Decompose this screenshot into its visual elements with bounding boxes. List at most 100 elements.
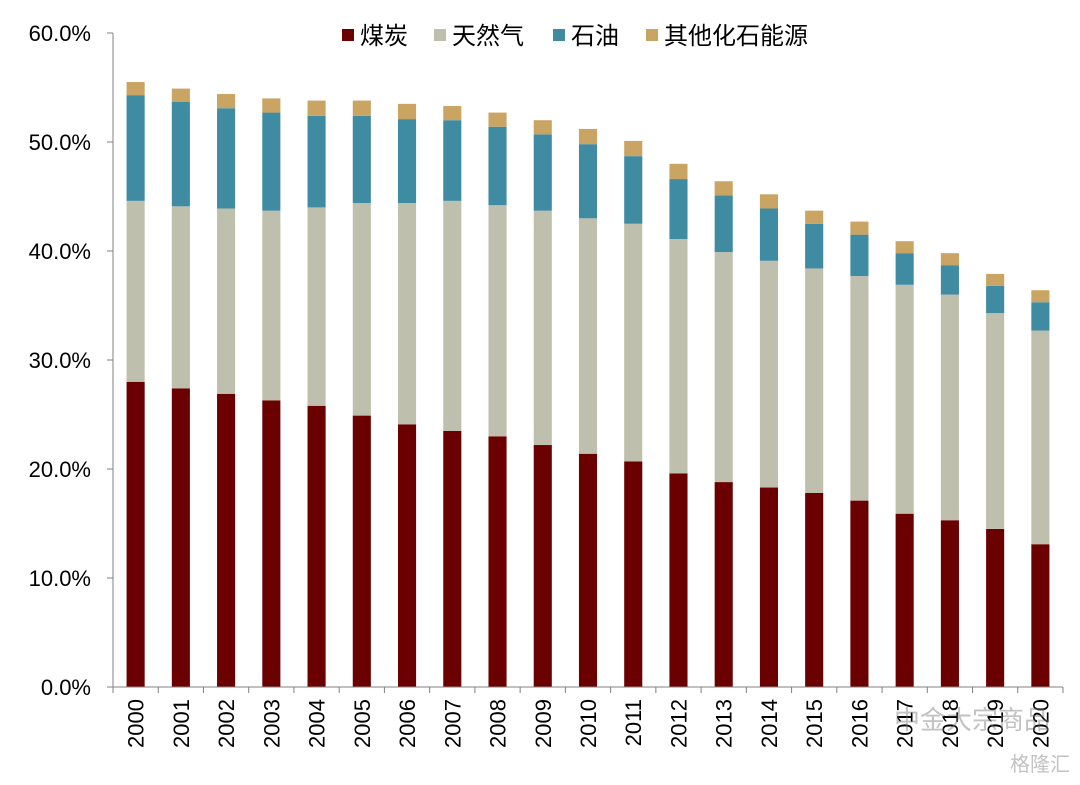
bar-segment xyxy=(714,252,733,483)
bar-segment xyxy=(533,120,552,135)
x-tick-label: 2007 xyxy=(440,699,465,748)
legend-swatch xyxy=(342,29,354,41)
x-tick-label: 2001 xyxy=(169,699,194,748)
x-tick-label: 2020 xyxy=(1028,699,1053,748)
watermark-logo-text: 格隆汇 xyxy=(1010,752,1070,776)
bar-segment xyxy=(126,200,145,382)
bar-segment xyxy=(669,163,688,180)
y-tick-label: 40.0% xyxy=(29,239,91,264)
bar-segment xyxy=(850,234,869,277)
bar-segment xyxy=(443,106,462,121)
bar-segment xyxy=(262,98,281,113)
legend-swatch xyxy=(553,29,565,41)
bar-segment xyxy=(217,94,236,109)
legend-label: 煤炭 xyxy=(360,23,408,50)
bar-segment xyxy=(986,528,1005,687)
bar-segment xyxy=(850,221,869,235)
bar-segment xyxy=(126,82,145,96)
bar-segment xyxy=(624,140,643,157)
bar-segment xyxy=(488,112,507,127)
bar-segment xyxy=(759,487,778,687)
bar-segment xyxy=(624,223,643,462)
bar-segment xyxy=(986,273,1005,286)
x-tick-label: 2019 xyxy=(983,699,1008,748)
bar-segment xyxy=(669,473,688,687)
bar-segment xyxy=(217,108,236,209)
bar-segment xyxy=(1031,302,1050,331)
bar-segment xyxy=(1031,544,1050,687)
x-axis: 2000 2001 2002 2003 2004 2005 2006 2007 2008 2009… xyxy=(112,686,1064,748)
watermark-text: 中金大宗商品 xyxy=(893,706,1050,736)
bars xyxy=(126,82,1050,687)
x-tick-label: 2003 xyxy=(259,699,284,748)
bar-segment xyxy=(352,203,371,416)
bar-segment xyxy=(578,144,598,219)
bar-segment xyxy=(398,119,417,204)
bar-segment xyxy=(714,181,733,196)
legend-label: 天然气 xyxy=(452,23,524,50)
bar-segment xyxy=(986,313,1005,529)
bar-segment xyxy=(171,206,190,389)
x-tick-label: 2016 xyxy=(847,699,872,748)
y-tick-label: 60.0% xyxy=(29,21,91,46)
bar-segment xyxy=(895,253,914,285)
legend-label: 石油 xyxy=(571,23,619,50)
bar-segment xyxy=(533,445,552,687)
bar-segment xyxy=(805,210,824,224)
y-tick-label: 50.0% xyxy=(29,130,91,155)
bar-segment xyxy=(126,381,145,687)
legend-swatch xyxy=(646,29,658,41)
x-tick-label: 2011 xyxy=(621,699,646,746)
bar-segment xyxy=(624,156,643,224)
bar-segment xyxy=(578,128,598,145)
bar-segment xyxy=(307,405,326,687)
bar-segment xyxy=(759,260,778,488)
bar-segment xyxy=(443,430,462,687)
bar-segment xyxy=(533,210,552,446)
bar-segment xyxy=(624,461,643,687)
legend: 煤炭 天然气 石油 其他化石能源 xyxy=(342,23,808,50)
bar-segment xyxy=(759,208,778,261)
bar-segment xyxy=(262,112,281,211)
x-tick-label: 2002 xyxy=(214,699,239,748)
bar-segment xyxy=(352,115,371,204)
bar-segment xyxy=(578,218,598,454)
bar-segment xyxy=(940,294,959,521)
bar-segment xyxy=(895,284,914,514)
x-tick-label: 2006 xyxy=(395,699,420,748)
bar-segment xyxy=(307,115,326,208)
bar-segment xyxy=(850,500,869,687)
legend-label: 其他化石能源 xyxy=(664,23,808,50)
y-tick-label: 10.0% xyxy=(29,566,91,591)
x-tick-label: 2004 xyxy=(305,699,330,748)
bar-segment xyxy=(805,492,824,687)
bar-segment xyxy=(533,134,552,211)
y-axis: 0.0% 10.0% 20.0% 30.0% 40.0% 50.0% 60.0% xyxy=(29,21,114,700)
bar-segment xyxy=(850,276,869,501)
bar-segment xyxy=(171,88,190,102)
x-tick-label: 2013 xyxy=(712,699,737,748)
legend-swatch xyxy=(434,29,446,41)
bar-segment xyxy=(895,241,914,254)
x-tick-label: 2005 xyxy=(350,699,375,748)
bar-segment xyxy=(398,103,417,120)
x-tick-label: 2012 xyxy=(666,699,691,748)
bar-segment xyxy=(443,120,462,201)
bar-segment xyxy=(578,453,598,687)
x-tick-label: 2017 xyxy=(893,699,918,748)
bar-segment xyxy=(262,210,281,401)
bar-segment xyxy=(352,415,371,687)
bar-segment xyxy=(352,100,371,116)
x-tick-label: 2000 xyxy=(124,699,149,748)
bar-segment xyxy=(986,285,1005,314)
y-tick-label: 0.0% xyxy=(41,675,91,700)
bar-segment xyxy=(307,207,326,406)
bar-segment xyxy=(443,200,462,431)
x-tick-label: 2015 xyxy=(802,699,827,748)
x-tick-label: 2008 xyxy=(486,699,511,748)
bar-segment xyxy=(940,265,959,295)
bar-segment xyxy=(171,101,190,207)
bar-segment xyxy=(1031,330,1050,545)
bar-segment xyxy=(307,100,326,116)
